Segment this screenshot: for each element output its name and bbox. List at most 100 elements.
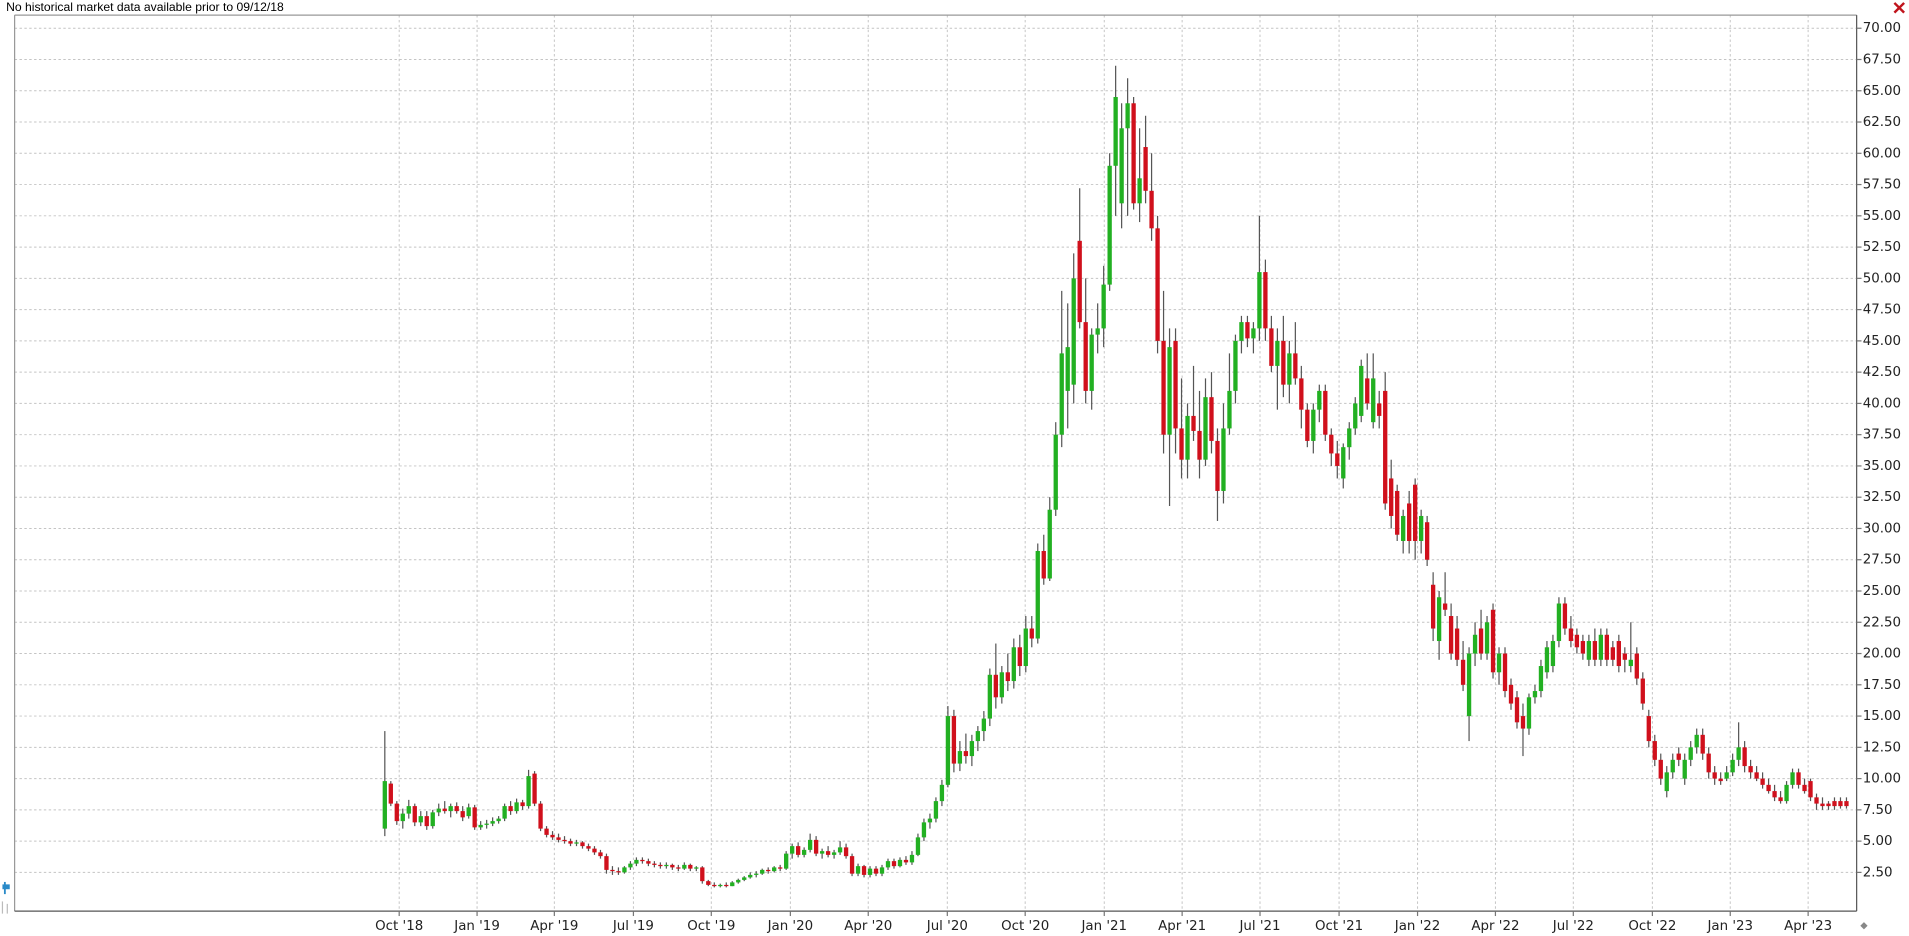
candle-body xyxy=(1652,741,1657,760)
y-tick-label: 52.50 xyxy=(1863,240,1901,255)
close-icon[interactable] xyxy=(1893,2,1905,14)
candle-body xyxy=(610,869,615,872)
candle-body xyxy=(1442,603,1448,610)
candle-body xyxy=(1035,550,1040,639)
candle-body xyxy=(592,848,597,853)
candle-body xyxy=(1598,634,1604,660)
candle-body xyxy=(1353,403,1358,429)
candle-body xyxy=(921,822,927,838)
y-tick-label: 17.50 xyxy=(1863,678,1901,693)
candle-body xyxy=(1335,453,1340,466)
candle-body xyxy=(1616,641,1621,667)
candle-body xyxy=(969,741,975,757)
candle-body xyxy=(598,852,603,857)
candle-body xyxy=(1634,653,1639,679)
candle-body xyxy=(1287,353,1292,385)
candle-body xyxy=(706,881,711,885)
candle-body xyxy=(784,853,789,869)
icon-shape[interactable] xyxy=(2,884,10,890)
candle-body xyxy=(1215,440,1220,491)
candle-body xyxy=(1317,390,1322,410)
close-button[interactable] xyxy=(1893,2,1905,14)
candle-body xyxy=(1688,747,1693,760)
candle-body xyxy=(1706,753,1711,773)
candle-body xyxy=(1682,759,1687,779)
candle-body xyxy=(1221,428,1226,491)
candle-body xyxy=(676,867,681,869)
candle-body xyxy=(879,867,885,874)
candle-body xyxy=(406,806,411,814)
y-tick-label: 15.00 xyxy=(1863,709,1901,724)
candle-body xyxy=(772,867,777,872)
candle-body xyxy=(945,716,951,785)
candle-body xyxy=(538,803,543,829)
candle-body xyxy=(855,866,861,874)
candle-body xyxy=(586,846,591,849)
candle-body xyxy=(1341,447,1346,479)
candle-body xyxy=(1496,653,1502,673)
candle-body xyxy=(1454,628,1460,660)
candle-body xyxy=(951,716,957,764)
candle-body xyxy=(1730,759,1735,773)
candle-body xyxy=(1365,378,1370,404)
candle-body xyxy=(993,674,998,698)
candle-body xyxy=(508,806,513,812)
candle-body xyxy=(490,821,495,824)
candle-body xyxy=(1095,328,1100,335)
candle-body xyxy=(442,808,447,812)
candle-body xyxy=(1389,478,1394,516)
candle-body xyxy=(1664,772,1669,792)
candle-body xyxy=(1311,409,1316,441)
candle-body xyxy=(1005,672,1010,682)
candle-body xyxy=(1299,378,1304,410)
y-tick-label: 20.00 xyxy=(1863,647,1901,662)
candle-body xyxy=(544,828,549,835)
y-tick-label: 22.50 xyxy=(1863,615,1901,630)
candle-body xyxy=(478,824,483,828)
candle-body xyxy=(1185,415,1190,460)
candle-body xyxy=(1418,515,1424,541)
candle-body xyxy=(1748,766,1753,773)
candle-body xyxy=(843,847,849,857)
candle-body xyxy=(801,849,807,855)
candle-body xyxy=(909,854,915,863)
candle-body xyxy=(646,861,651,864)
candle-body xyxy=(1778,797,1783,802)
candle-body xyxy=(712,884,717,887)
candle-body xyxy=(1323,390,1328,435)
candle-body xyxy=(1790,772,1795,785)
candle-body xyxy=(1023,628,1028,667)
candle-body xyxy=(1371,378,1376,423)
candle-body xyxy=(496,818,501,822)
candle-body xyxy=(849,856,855,874)
x-tick-label: Oct '19 xyxy=(687,919,735,934)
candle-body xyxy=(1736,747,1741,760)
candle-body xyxy=(1562,603,1568,629)
x-tick-label: Jul '19 xyxy=(612,919,654,934)
candle-body xyxy=(963,751,969,757)
candle-body xyxy=(1556,603,1562,642)
candle-body xyxy=(718,884,723,887)
candle-body xyxy=(1520,716,1526,729)
candle-body xyxy=(724,884,729,887)
candle-body xyxy=(1053,434,1058,510)
candle-body xyxy=(1113,97,1118,166)
candle-body xyxy=(520,802,525,807)
x-tick-label: Jan '21 xyxy=(1080,919,1127,934)
x-tick-label: Oct '18 xyxy=(375,919,423,934)
scroll-marker[interactable] xyxy=(1860,922,1868,930)
candle-body xyxy=(1065,347,1070,391)
corner-icon[interactable] xyxy=(1,881,10,914)
candle-body xyxy=(1508,684,1514,704)
candle-body xyxy=(790,846,795,854)
candle-body xyxy=(1377,403,1382,416)
candle-body xyxy=(1305,409,1310,441)
candle-body xyxy=(1059,353,1064,435)
candle-body xyxy=(1161,340,1166,435)
candle-body xyxy=(1197,430,1202,460)
x-tick-label: Oct '21 xyxy=(1315,919,1363,934)
x-tick-label: Apr '20 xyxy=(844,919,892,934)
candle-body xyxy=(927,818,933,823)
